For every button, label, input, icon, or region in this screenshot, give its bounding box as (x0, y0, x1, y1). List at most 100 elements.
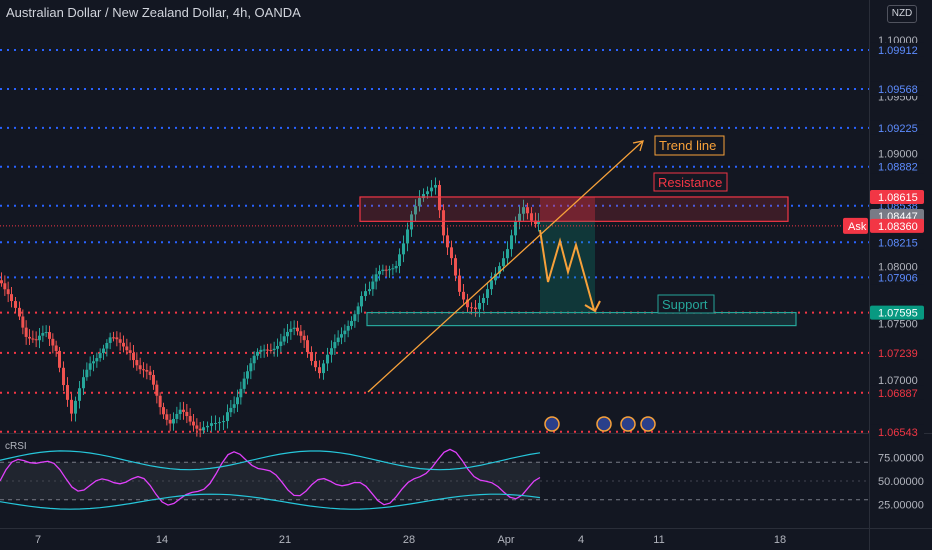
candle-body (506, 249, 509, 259)
candle-body (178, 409, 182, 414)
candle-body (266, 349, 269, 351)
candle-body (82, 377, 85, 389)
candle-body (252, 355, 256, 364)
candle-body (210, 423, 213, 426)
candle-body (249, 363, 253, 372)
candle-body (402, 243, 405, 255)
price-badge (870, 218, 924, 233)
price-tick-label: 1.07000 (878, 375, 918, 387)
level-label: 1.07906 (878, 272, 918, 284)
candle-body (454, 258, 457, 276)
level-label-bg (870, 345, 924, 360)
level-label: 1.09225 (878, 123, 918, 135)
candle-body (391, 268, 395, 270)
candle-body (262, 349, 266, 351)
candle-body (118, 339, 122, 343)
candle-body (168, 419, 172, 424)
candle-body (446, 235, 449, 248)
rsi-tick-label: 25.00000 (878, 500, 924, 512)
price-badge-label: 1.08360 (878, 221, 918, 233)
candle-body (286, 331, 289, 337)
x-tick-label: 18 (774, 534, 786, 546)
candle-body (155, 384, 159, 396)
candle-body (314, 360, 317, 368)
rsi-upper-band-line (0, 450, 541, 471)
candle-body (239, 388, 243, 398)
level-label: 1.08882 (878, 162, 918, 174)
candle-body (340, 334, 343, 338)
candle-body (14, 301, 17, 308)
level-label-bg (870, 385, 924, 400)
candle-body (430, 187, 433, 192)
candle-body (202, 427, 205, 431)
candle-body (494, 273, 497, 281)
candle-body (95, 358, 99, 362)
candle-body (422, 194, 425, 199)
candle-body (530, 213, 533, 221)
candle-body (236, 397, 239, 405)
currency-badge[interactable]: NZD (887, 5, 917, 23)
price-badge-label: 1.07595 (878, 308, 918, 320)
candle-body (206, 425, 209, 428)
flag-event-icon (640, 416, 656, 432)
candle-body (510, 235, 513, 250)
candle-body (360, 296, 363, 307)
candle-body (269, 349, 273, 351)
candle-body (371, 281, 375, 290)
candle-body (18, 307, 21, 317)
candle-body (3, 283, 7, 290)
price-tick-label: 1.07500 (878, 318, 918, 330)
level-label: 1.07239 (878, 348, 918, 360)
candle-body (418, 198, 421, 207)
candle-body (292, 327, 296, 329)
candle-body (364, 291, 367, 297)
candle-body (6, 289, 10, 295)
candle-body (158, 395, 162, 408)
candle-body (279, 341, 283, 347)
candle-body (490, 280, 493, 290)
x-tick-label: 4 (578, 534, 584, 546)
candle-body (333, 342, 337, 349)
candle-body (336, 337, 340, 343)
candle-body (526, 207, 529, 214)
candle-body (414, 206, 417, 215)
candle-body (70, 399, 73, 414)
candle-body (256, 351, 259, 356)
chart-title: Australian Dollar / New Zealand Dollar, … (6, 5, 301, 20)
x-tick-label: 14 (156, 534, 168, 546)
trend-line (367, 140, 644, 393)
rsi-line (0, 448, 541, 506)
candle-body (31, 338, 35, 340)
candle-body (222, 421, 225, 423)
candle-body (175, 413, 179, 419)
candle-body (128, 350, 132, 353)
candle-body (434, 185, 437, 188)
candle-body (398, 254, 401, 266)
candle-body (138, 365, 142, 370)
candle-body (195, 425, 199, 429)
candle-body (105, 342, 109, 349)
level-label-bg (870, 159, 924, 174)
candle-body (522, 207, 525, 214)
candle-body (21, 316, 25, 328)
candle-body (406, 229, 409, 244)
candle-body (482, 297, 485, 303)
candle-body (310, 352, 313, 361)
candle-body (450, 247, 453, 259)
candle-body (426, 191, 429, 195)
candle-body (466, 299, 469, 308)
candle-body (259, 349, 263, 352)
annotation-box (653, 172, 728, 192)
candle-body (10, 294, 13, 302)
candle-body (478, 302, 481, 310)
rsi-lower-band-line (0, 493, 541, 510)
level-label-bg (870, 424, 924, 439)
candle-body (514, 221, 517, 236)
candle-body (88, 363, 92, 370)
candle-body (62, 367, 65, 386)
candle-body (92, 361, 95, 364)
candle-body (498, 266, 501, 274)
candle-body (38, 335, 41, 341)
annotation-label: Support (662, 297, 708, 312)
